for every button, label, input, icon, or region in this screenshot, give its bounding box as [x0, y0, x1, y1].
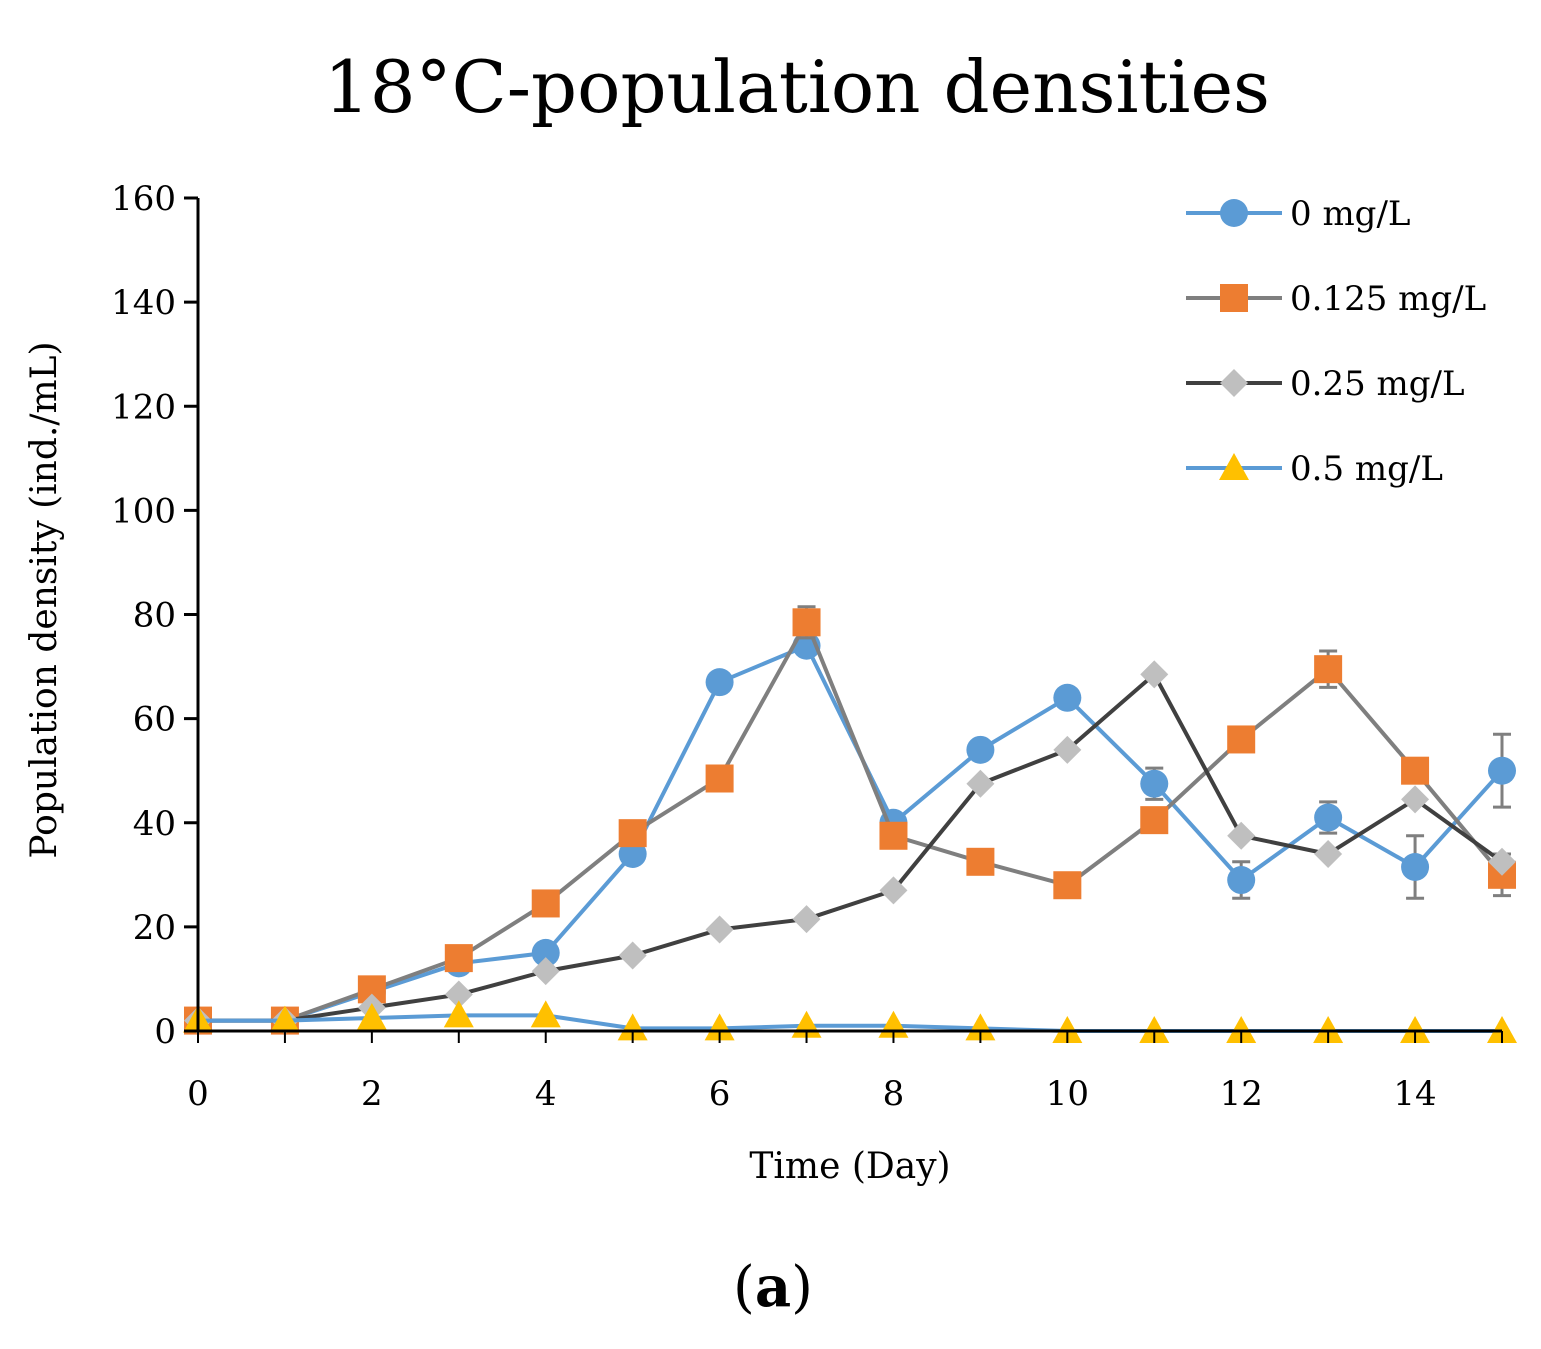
legend-label: 0.25 mg/L: [1290, 364, 1465, 404]
data-point: [1401, 785, 1430, 814]
legend-label: 0.5 mg/L: [1290, 449, 1443, 489]
data-point: [1140, 806, 1169, 835]
data-point: [1140, 660, 1169, 689]
legend: 0 mg/L 0.125 mg/L 0.25 mg/L 0.5 mg/L: [1186, 194, 1486, 489]
x-axis-label: Time (Day): [749, 1146, 950, 1187]
data-point: [618, 941, 647, 970]
x-tick-label: 12: [1220, 1074, 1263, 1114]
data-point: [530, 1000, 561, 1028]
x-tick-label: 6: [709, 1074, 731, 1114]
data-point: [705, 668, 734, 697]
legend-marker: [1220, 199, 1248, 227]
x-tick-label: 8: [883, 1074, 905, 1114]
y-tick-label: 80: [133, 596, 176, 636]
y-tick-label: 100: [111, 491, 176, 531]
data-point: [1401, 756, 1430, 785]
legend-item: 0 mg/L: [1186, 194, 1410, 234]
data-point: [618, 819, 647, 848]
data-point: [444, 980, 473, 1009]
series-0: [184, 631, 1516, 1035]
y-tick-label: 0: [154, 1012, 176, 1052]
legend-label: 0 mg/L: [1290, 194, 1410, 234]
data-point: [1488, 756, 1516, 785]
legend-marker: [1220, 369, 1248, 397]
data-point: [1314, 803, 1343, 832]
data-point: [792, 608, 821, 637]
data-point: [531, 938, 560, 967]
data-point: [531, 889, 560, 918]
ticks-layer: 0 20 40 60 80 100 120 140 160 0 2 4 6 8 10 12 14: [111, 179, 1503, 1114]
data-point: [1314, 839, 1343, 868]
data-point: [879, 821, 908, 850]
series-layer: [183, 605, 1517, 1043]
series-line: [198, 620, 1504, 1023]
data-point: [1227, 725, 1256, 754]
data-point: [531, 957, 560, 986]
caption-close-paren: ): [791, 1255, 813, 1320]
legend-item: 0.5 mg/L: [1186, 449, 1443, 489]
y-tick-label: 20: [133, 908, 176, 948]
legend-marker: [1220, 284, 1248, 312]
legend-marker: [1219, 453, 1249, 480]
data-point: [1401, 853, 1430, 882]
data-point: [1140, 769, 1169, 798]
x-tick-label: 4: [535, 1074, 557, 1114]
data-point: [792, 905, 821, 934]
x-tick-label: 2: [361, 1074, 383, 1114]
data-point: [1053, 871, 1082, 900]
series-line: [198, 643, 1504, 1023]
chart-title: 18°C-population densities: [324, 45, 1270, 129]
y-tick-label: 160: [111, 179, 176, 219]
y-tick-label: 120: [111, 387, 176, 427]
y-tick-label: 60: [133, 700, 176, 740]
data-point: [965, 1013, 996, 1041]
data-point: [617, 1013, 648, 1041]
y-tick-label: 140: [111, 283, 176, 323]
series-line: [198, 1013, 1502, 1033]
y-axis-label: Population density (ind./mL): [24, 341, 65, 858]
data-point: [966, 769, 995, 798]
x-tick-label: 10: [1046, 1074, 1089, 1114]
data-point: [1314, 655, 1343, 684]
figure-caption: (a): [733, 1254, 813, 1320]
data-point: [443, 1000, 474, 1028]
legend-item: 0.125 mg/L: [1186, 279, 1486, 319]
x-tick-label: 0: [187, 1074, 209, 1114]
data-point: [1053, 735, 1082, 764]
data-point: [704, 1013, 735, 1041]
legend-label: 0.125 mg/L: [1290, 279, 1486, 319]
data-point: [879, 876, 908, 905]
data-point: [705, 764, 734, 793]
data-point: [705, 915, 734, 944]
legend-item: 0.25 mg/L: [1186, 364, 1465, 404]
data-point: [1227, 821, 1256, 850]
x-tick-label: 14: [1393, 1074, 1436, 1114]
series-line: [198, 672, 1504, 1023]
data-point: [1488, 847, 1516, 876]
data-point: [356, 1002, 387, 1030]
y-tick-label: 40: [133, 804, 176, 844]
data-point: [444, 944, 473, 973]
data-point: [966, 735, 995, 764]
data-point: [1053, 683, 1082, 712]
data-point: [1227, 866, 1256, 895]
caption-open-paren: (: [733, 1255, 755, 1320]
caption-letter: a: [755, 1254, 791, 1320]
data-point: [966, 847, 995, 876]
data-point: [269, 1005, 300, 1033]
